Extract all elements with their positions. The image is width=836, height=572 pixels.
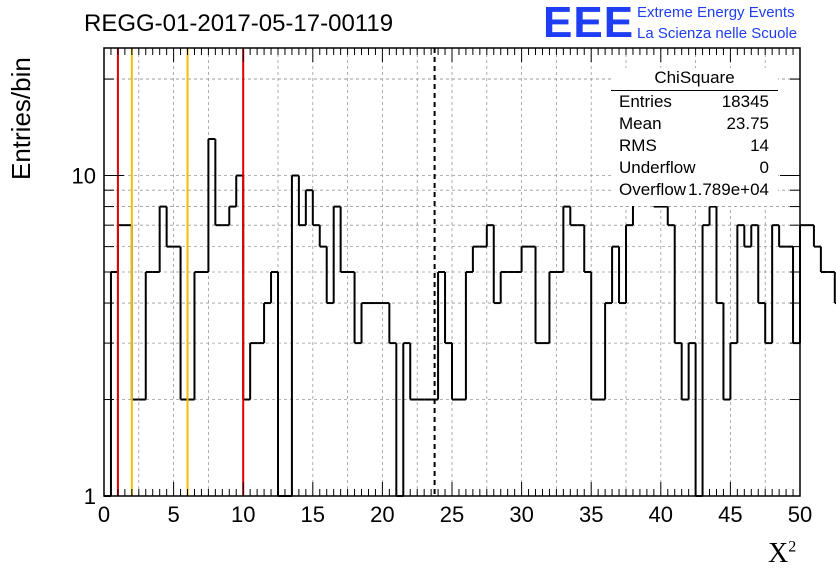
x-tick-label: 35	[579, 502, 603, 527]
stats-label: Underflow	[619, 158, 696, 177]
stats-row-overflow: Overflow 1.789e+04	[619, 180, 769, 202]
stats-divider	[611, 90, 778, 91]
stats-box: ChiSquare Entries 18345 Mean 23.75 RMS 1…	[611, 68, 778, 206]
y-axis-label: Entries/bin	[6, 57, 36, 180]
brand-line-1: Extreme Energy Events	[637, 4, 795, 21]
stats-row-entries: Entries 18345	[619, 92, 769, 114]
x-tick-label: 5	[167, 502, 179, 527]
x-tick-label: 40	[649, 502, 673, 527]
x-tick-label: 0	[98, 502, 110, 527]
x-tick-label: 50	[788, 502, 812, 527]
y-tick-label: 1	[84, 484, 96, 509]
x-axis-label-exponent: 2	[788, 538, 797, 556]
x-tick-label: 10	[231, 502, 255, 527]
stats-label: Mean	[619, 114, 662, 133]
brand-mark: EEE	[543, 0, 635, 47]
stats-label: Entries	[619, 92, 672, 111]
x-tick-label: 15	[301, 502, 325, 527]
x-tick-label: 20	[370, 502, 394, 527]
stats-value: 1.789e+04	[688, 180, 769, 199]
y-tick-label: 10	[72, 164, 96, 189]
x-axis-label: X2	[768, 538, 796, 570]
stats-row-underflow: Underflow 0	[619, 158, 769, 180]
brand-logo: EEE Extreme Energy Events La Scienza nel…	[543, 0, 833, 47]
plot-title: REGG-01-2017-05-17-00119	[84, 10, 394, 37]
stats-row-mean: Mean 23.75	[619, 114, 769, 136]
axes: 0 5 10 15 20 25 30 35 40 45 50 1 10	[72, 48, 812, 527]
x-tick-label: 25	[440, 502, 464, 527]
reference-lines	[116, 48, 436, 496]
x-tick-label: 30	[509, 502, 533, 527]
stats-label: Overflow	[619, 180, 687, 199]
stats-value: 14	[750, 136, 769, 155]
x-axis-label-base: X	[768, 538, 789, 569]
brand-line-2: La Scienza nelle Scuole	[637, 25, 798, 42]
stats-row-rms: RMS 14	[619, 136, 769, 158]
stats-value: 18345	[721, 92, 769, 111]
stats-label: RMS	[619, 136, 657, 155]
x-tick-label: 45	[718, 502, 742, 527]
stats-value: 0	[759, 158, 769, 177]
stats-value: 23.75	[726, 114, 769, 133]
stats-title: ChiSquare	[654, 68, 735, 87]
